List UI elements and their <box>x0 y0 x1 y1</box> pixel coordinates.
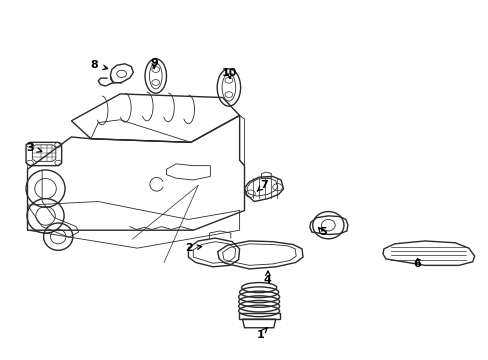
Text: 8: 8 <box>90 60 107 70</box>
Text: 5: 5 <box>318 227 325 237</box>
Text: 6: 6 <box>413 258 421 269</box>
Text: 2: 2 <box>185 243 201 253</box>
Text: 9: 9 <box>150 58 158 68</box>
Text: 10: 10 <box>222 68 237 78</box>
Text: 7: 7 <box>257 180 267 191</box>
Text: 3: 3 <box>26 143 41 153</box>
Text: 4: 4 <box>264 271 271 285</box>
Text: 1: 1 <box>256 328 266 340</box>
